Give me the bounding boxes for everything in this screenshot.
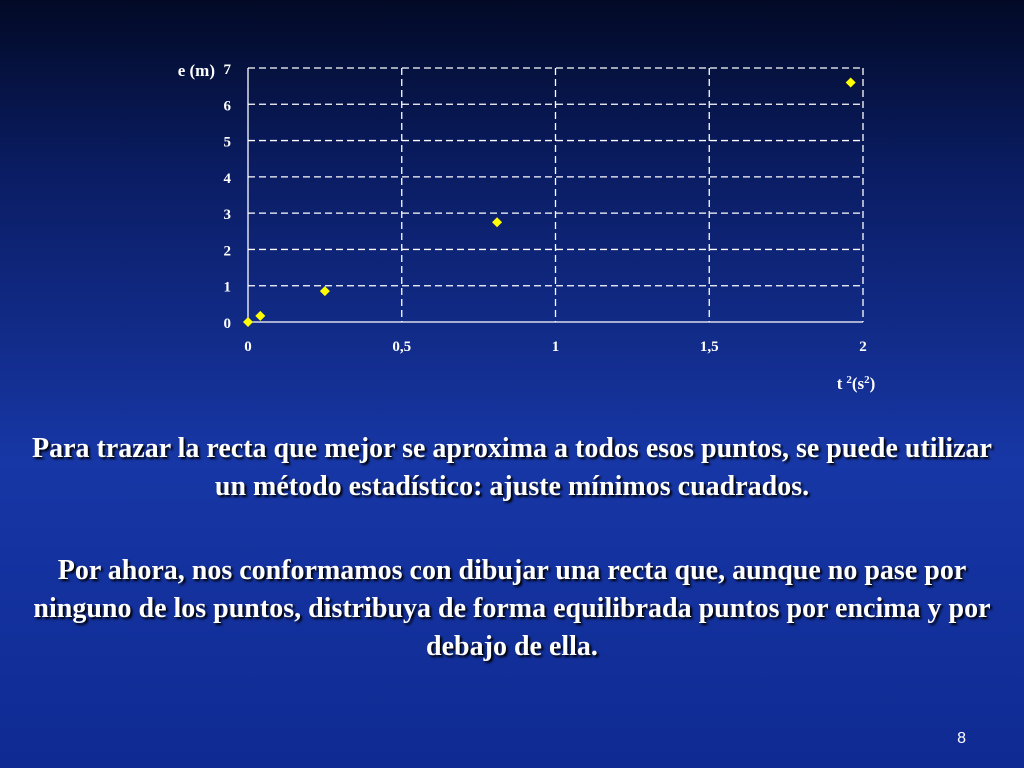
y-tick-label: 2	[224, 243, 232, 259]
data-point-marker	[492, 217, 503, 228]
y-axis-ticks: 0 1 2 3 4 5 6 7	[224, 62, 232, 332]
data-points	[243, 77, 856, 327]
x-axis-label: t 2(s2)	[837, 374, 876, 393]
x-tick-label: 0	[244, 339, 252, 355]
y-tick-label: 1	[224, 280, 232, 296]
data-point-marker	[243, 317, 253, 327]
x-tick-label: 1	[552, 339, 560, 355]
grid	[247, 67, 864, 323]
y-axis-label: e (m)	[178, 61, 215, 80]
data-point-marker	[255, 310, 266, 321]
y-tick-label: 4	[224, 171, 232, 187]
x-tick-label: 1,5	[700, 339, 719, 355]
explanation-paragraph-1: Para trazar la recta que mejor se aproxi…	[32, 433, 992, 502]
y-tick-label: 6	[224, 98, 232, 114]
data-point-marker	[319, 286, 330, 297]
data-point-marker	[845, 77, 856, 88]
explanation-paragraph-2: Por ahora, nos conformamos con dibujar u…	[33, 555, 991, 662]
x-tick-label: 0,5	[392, 339, 411, 355]
x-axis-ticks: 0 0,5 1 1,5 2	[244, 339, 867, 355]
y-tick-label: 7	[224, 62, 232, 78]
slide-number: 8	[957, 730, 966, 747]
scatter-chart: 0 1 2 3 4 5 6 7 0 0,5 1 1,5 2 e (m) t 2(s2)	[178, 61, 876, 393]
y-tick-label: 0	[224, 316, 232, 332]
y-tick-label: 5	[224, 135, 232, 151]
x-tick-label: 2	[859, 339, 867, 355]
y-tick-label: 3	[224, 207, 232, 223]
